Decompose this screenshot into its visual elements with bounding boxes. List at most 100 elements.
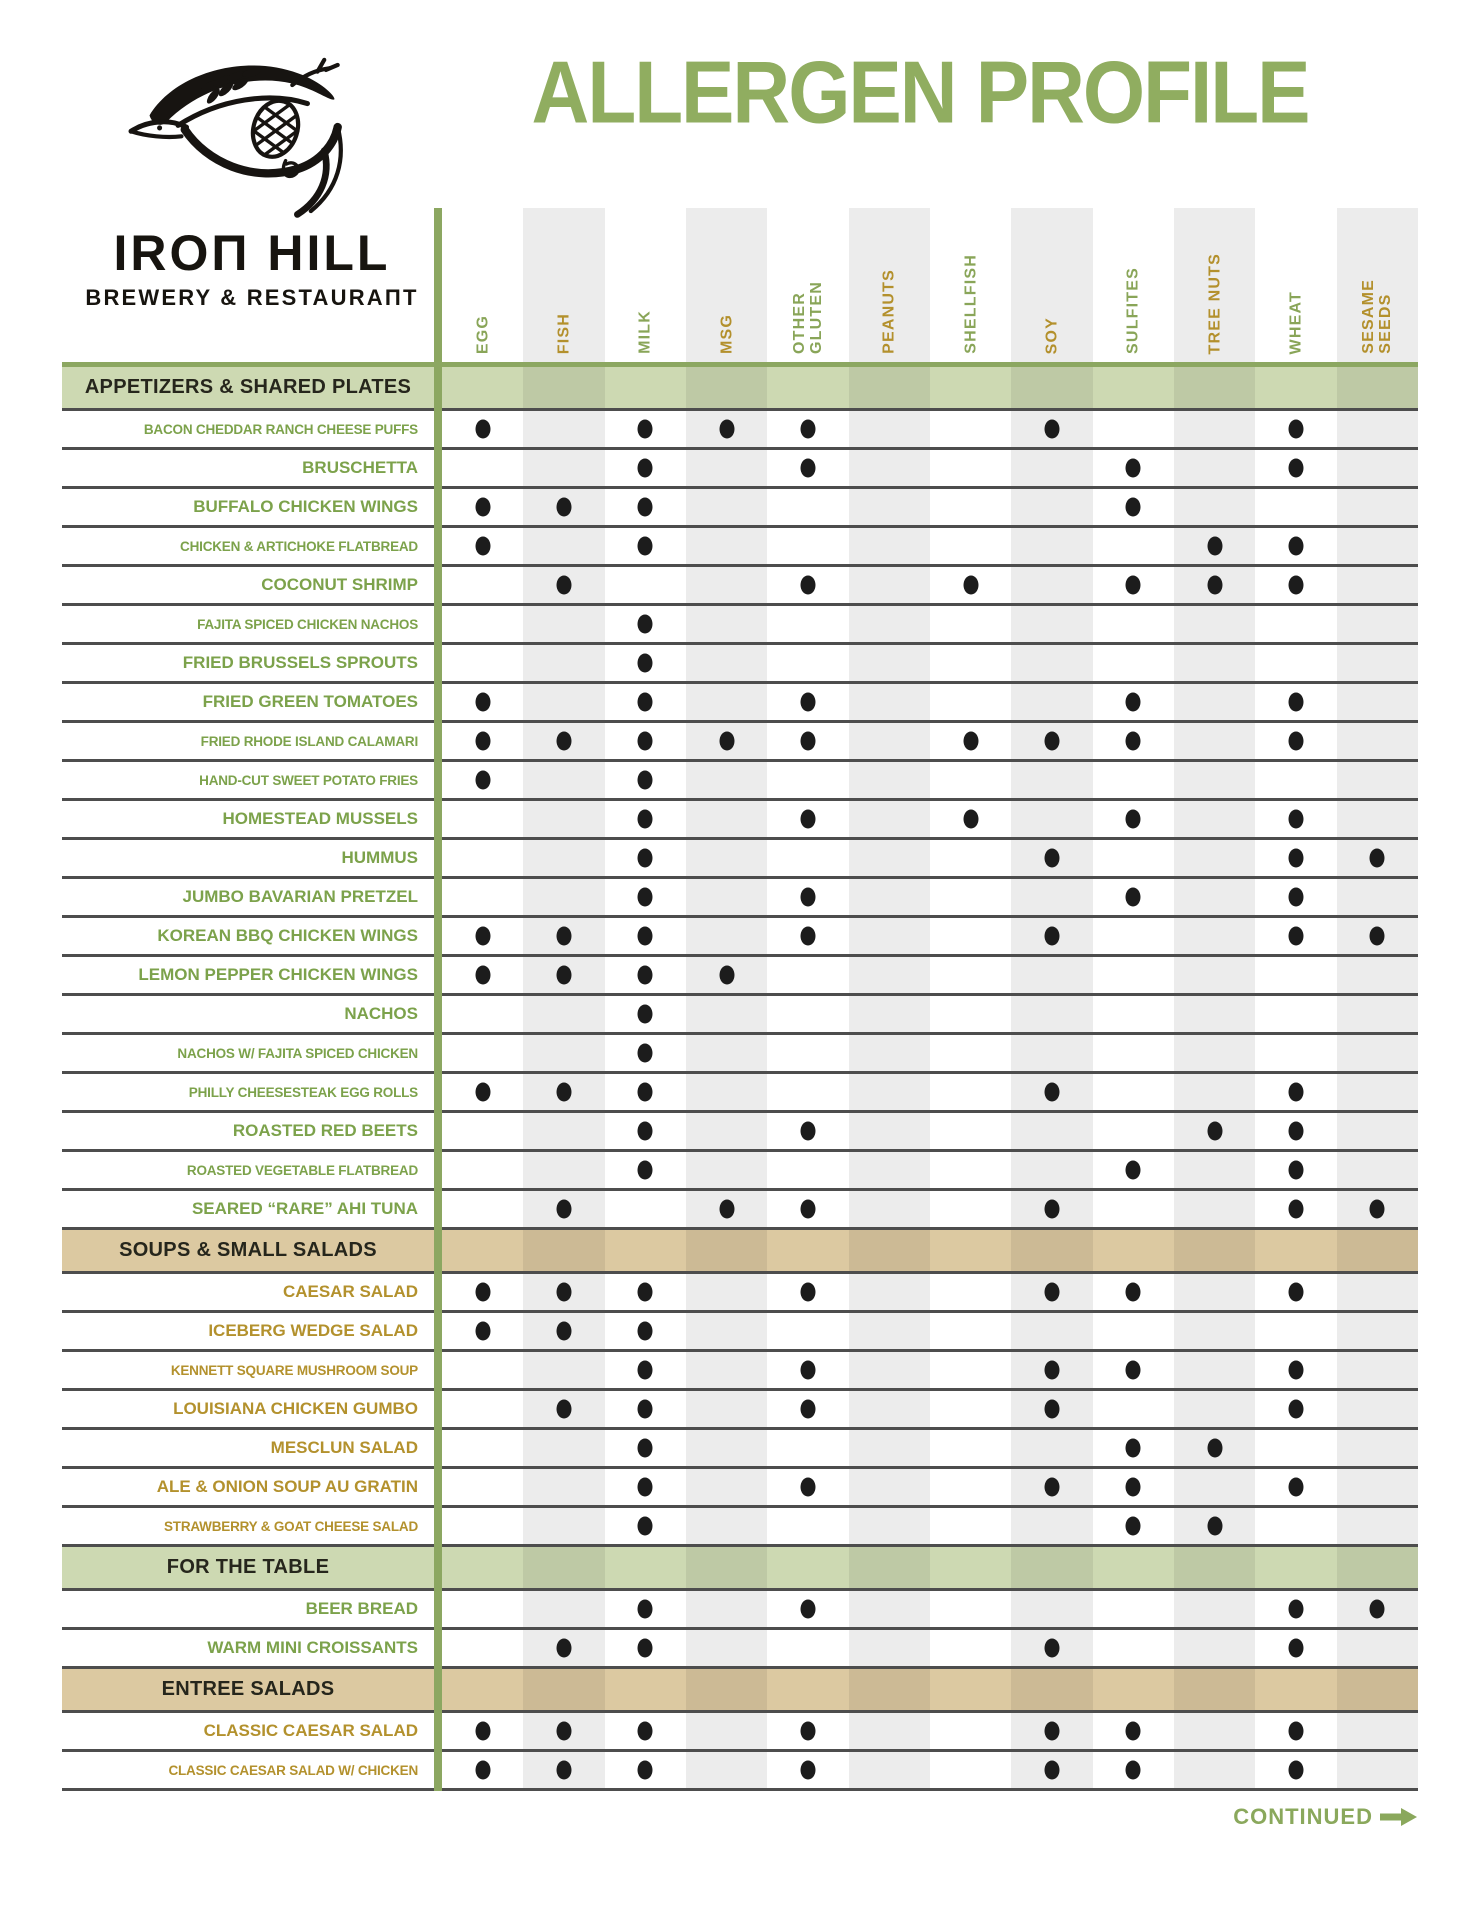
allergen-dot <box>1369 926 1385 946</box>
dish-row: KENNETT SQUARE MUSHROOM SOUP <box>62 1352 1418 1391</box>
allergen-dot <box>637 770 653 790</box>
allergen-dot <box>1288 1282 1304 1302</box>
allergen-cell <box>1336 801 1418 837</box>
allergen-dot <box>637 1360 653 1380</box>
allergen-dot <box>556 1760 572 1780</box>
allergen-cell <box>442 918 523 954</box>
dish-cell: SEARED “RARE” AHI TUNA <box>62 1191 434 1227</box>
allergen-dot <box>637 497 653 517</box>
allergen-cell <box>523 1713 605 1749</box>
allergen-cell <box>1011 957 1093 993</box>
allergen-dot <box>637 731 653 751</box>
allergen-cell <box>1093 567 1174 603</box>
allergen-cell <box>442 1752 523 1788</box>
allergen-cell <box>1011 1591 1093 1627</box>
allergen-cell <box>1255 762 1336 798</box>
allergen-cell <box>1255 1035 1336 1071</box>
section-header-label: ENTREE SALADS <box>161 1678 335 1700</box>
dish-label: CLASSIC CAESAR SALAD <box>203 1721 418 1740</box>
dish-row: ROASTED VEGETABLE FLATBREAD <box>62 1152 1418 1191</box>
allergen-dot <box>1207 1438 1223 1458</box>
allergen-cell <box>1255 879 1336 915</box>
allergen-cells <box>442 1469 1418 1505</box>
allergen-cell <box>848 1508 930 1544</box>
allergen-dot <box>556 965 572 985</box>
allergen-dot <box>963 731 979 751</box>
allergen-dot <box>637 1004 653 1024</box>
dish-cell: BACON CHEDDAR RANCH CHEESE PUFFS <box>62 411 434 447</box>
allergen-cell <box>1255 1352 1336 1388</box>
allergen-cell <box>1255 450 1336 486</box>
allergen-cell <box>930 723 1011 759</box>
allergen-dot <box>1044 419 1060 439</box>
allergen-dot <box>963 809 979 829</box>
allergen-dot <box>1207 1121 1223 1141</box>
allergen-cell <box>848 801 930 837</box>
dish-row: PHILLY CHEESESTEAK EGG ROLLS <box>62 1074 1418 1113</box>
allergen-cell <box>1173 528 1256 564</box>
allergen-cell <box>685 367 768 408</box>
allergen-cell <box>523 567 605 603</box>
allergen-cell <box>1173 367 1256 408</box>
allergen-dot <box>800 1282 816 1302</box>
allergen-cell <box>1173 723 1256 759</box>
dish-label: NACHOS <box>344 1004 418 1023</box>
allergen-dot <box>1288 1760 1304 1780</box>
allergen-dot <box>800 1760 816 1780</box>
allergen-cell <box>1173 1313 1256 1349</box>
allergen-cell <box>930 1352 1011 1388</box>
dish-cell: BEER BREAD <box>62 1591 434 1627</box>
allergen-cell <box>930 645 1011 681</box>
allergen-cell <box>685 528 768 564</box>
allergen-cell <box>442 411 523 447</box>
allergen-cell <box>1336 1230 1418 1271</box>
allergen-cell <box>1093 762 1174 798</box>
allergen-cell <box>767 762 848 798</box>
allergen-cell <box>1173 1191 1256 1227</box>
dish-cell: JUMBO BAVARIAN PRETZEL <box>62 879 434 915</box>
allergen-cell <box>1011 567 1093 603</box>
allergen-dot <box>1207 575 1223 595</box>
allergen-cell <box>767 1630 848 1666</box>
dish-label: BRUSCHETTA <box>302 458 418 477</box>
allergen-cell <box>1173 450 1256 486</box>
allergen-dot <box>800 692 816 712</box>
allergen-cell <box>605 1391 686 1427</box>
allergen-cell <box>1011 528 1093 564</box>
allergen-dot <box>1044 1760 1060 1780</box>
allergen-cells <box>442 879 1418 915</box>
allergen-cell <box>848 918 930 954</box>
allergen-dot <box>637 1282 653 1302</box>
allergen-cell <box>848 1547 930 1588</box>
allergen-cells <box>442 1191 1418 1227</box>
allergen-cell <box>1093 528 1174 564</box>
allergen-cell <box>523 918 605 954</box>
allergen-cells <box>442 411 1418 447</box>
dish-cell: BUFFALO CHICKEN WINGS <box>62 489 434 525</box>
allergen-dot <box>475 965 491 985</box>
allergen-cell <box>605 528 686 564</box>
allergen-cell <box>685 957 768 993</box>
allergen-cell <box>605 1113 686 1149</box>
dish-label: FRIED RHODE ISLAND CALAMARI <box>200 733 419 749</box>
allergen-cell <box>1093 879 1174 915</box>
allergen-cell <box>523 1152 605 1188</box>
allergen-cell <box>442 957 523 993</box>
allergen-dot <box>1288 848 1304 868</box>
allergen-dot <box>556 1721 572 1741</box>
allergen-cells <box>442 450 1418 486</box>
section-header: SOUPS & SMALL SALADS <box>62 1230 1418 1274</box>
allergen-dot <box>963 575 979 595</box>
allergen-cell <box>767 1591 848 1627</box>
dish-row: WARM MINI CROISSANTS <box>62 1630 1418 1669</box>
allergen-cell <box>848 489 930 525</box>
dish-label: STRAWBERRY & GOAT CHEESE SALAD <box>163 1518 418 1534</box>
allergen-cell <box>1173 1074 1256 1110</box>
dish-cell: BRUSCHETTA <box>62 450 434 486</box>
allergen-cell <box>848 1152 930 1188</box>
allergen-cell <box>1011 1035 1093 1071</box>
section-header-label: APPETIZERS & SHARED PLATES <box>84 376 412 398</box>
allergen-cell <box>605 1352 686 1388</box>
allergen-cell <box>1336 723 1418 759</box>
allergen-cell <box>1255 684 1336 720</box>
